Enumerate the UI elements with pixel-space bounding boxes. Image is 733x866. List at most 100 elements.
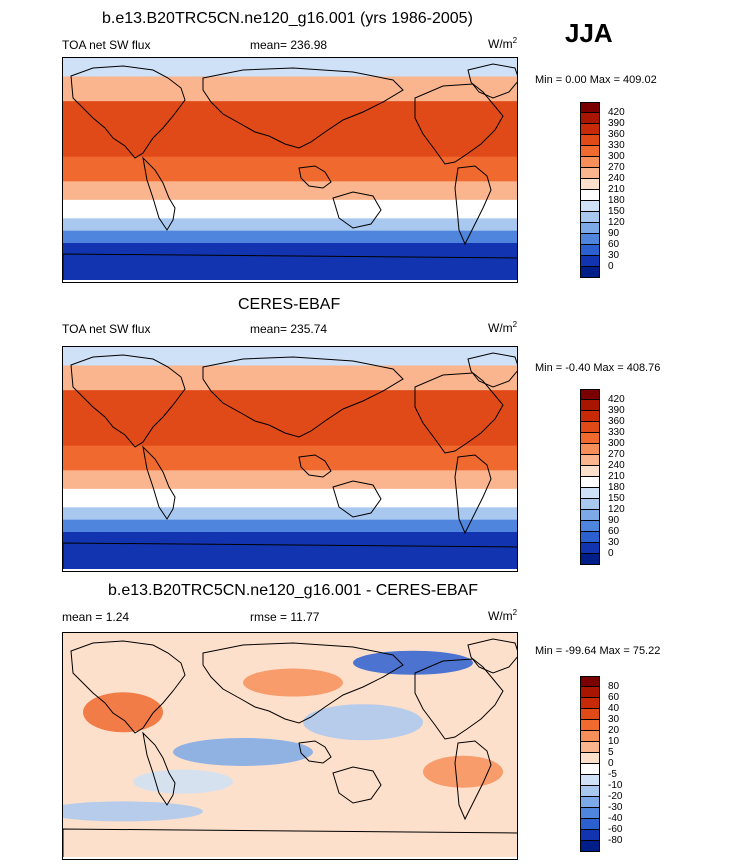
colorbar-swatch	[580, 764, 600, 775]
colorbar-tick-label: 330	[608, 427, 625, 438]
panel1-mean-label: mean= 236.98	[250, 38, 328, 52]
colorbar-swatch	[580, 499, 600, 510]
colorbar-tick-label: 210	[608, 184, 625, 195]
colorbar-tick-label: 240	[608, 460, 625, 471]
colorbar-tick-label: 30	[608, 537, 620, 548]
anomaly-patch	[133, 769, 233, 794]
colorbar-frame	[580, 102, 600, 278]
anomaly-patch	[423, 755, 503, 788]
anomaly-patch	[63, 801, 203, 822]
colorbar-tick-label: 180	[608, 195, 625, 206]
colorbar-tick-label: 5	[608, 747, 614, 758]
latitude-band	[63, 181, 517, 201]
latitude-band	[63, 507, 517, 521]
latitude-band	[63, 125, 517, 158]
panel3-title: b.e13.B20TRC5CN.ne120_g16.001 - CERES-EB…	[108, 582, 478, 599]
latitude-band	[63, 218, 517, 232]
colorbar-tick-label: 360	[608, 129, 625, 140]
coastline	[414, 372, 504, 454]
latitude-band	[63, 347, 517, 366]
coastline	[332, 191, 382, 229]
coastline	[142, 156, 176, 231]
latitude-band	[63, 199, 517, 219]
colorbar-tick-label: -60	[608, 824, 623, 835]
coastline	[467, 352, 517, 388]
coastline	[454, 165, 492, 246]
colorbar-tick-label: 0	[608, 548, 614, 559]
coastline	[202, 67, 404, 149]
panel2-colorbar	[580, 389, 600, 565]
coastline	[202, 642, 404, 724]
colorbar-tick-label: -40	[608, 813, 623, 824]
latitude-band	[63, 519, 517, 533]
colorbar-swatch	[580, 113, 600, 124]
latitude-band	[63, 532, 517, 569]
season-label: JJA	[565, 18, 613, 48]
coastline	[70, 354, 186, 448]
colorbar-swatch	[580, 422, 600, 433]
colorbar-swatch	[580, 389, 600, 400]
coastline	[332, 480, 382, 518]
colorbar-swatch	[580, 742, 600, 753]
colorbar-swatch	[580, 676, 600, 687]
colorbar-tick-label: -10	[608, 780, 623, 791]
colorbar-swatch	[580, 753, 600, 764]
colorbar-swatch	[580, 124, 600, 135]
colorbar-tick-label: 60	[608, 692, 620, 703]
anomaly-patch	[83, 692, 163, 733]
colorbar-swatch	[580, 146, 600, 157]
colorbar-swatch	[580, 433, 600, 444]
latitude-band	[63, 390, 517, 416]
colorbar-tick-label: 270	[608, 162, 625, 173]
latitude-band	[63, 488, 517, 508]
colorbar-swatch	[580, 245, 600, 256]
latitude-band	[63, 414, 517, 447]
coastline	[70, 640, 186, 734]
colorbar-swatch	[580, 466, 600, 477]
colorbar-tick-label: 60	[608, 526, 620, 537]
colorbar-swatch	[580, 234, 600, 245]
coastline	[454, 454, 492, 535]
colorbar-swatch	[580, 532, 600, 543]
colorbar-tick-label: 120	[608, 217, 625, 228]
colorbar-swatch	[580, 709, 600, 720]
colorbar-tick-label: 90	[608, 515, 620, 526]
colorbar-tick-label: 180	[608, 482, 625, 493]
colorbar-swatch	[580, 775, 600, 786]
anomaly-patch	[243, 668, 343, 697]
colorbar-swatch	[580, 510, 600, 521]
colorbar-swatch	[580, 543, 600, 554]
colorbar-swatch	[580, 212, 600, 223]
colorbar-swatch	[580, 223, 600, 234]
panel2-variable-label: TOA net SW flux	[62, 322, 151, 336]
colorbar-swatch	[580, 720, 600, 731]
colorbar-tick-label: 390	[608, 118, 625, 129]
coastline	[142, 731, 176, 806]
colorbar-tick-label: -20	[608, 791, 623, 802]
colorbar-swatch	[580, 168, 600, 179]
coastline	[63, 253, 517, 280]
coastline	[414, 658, 504, 740]
observed-flux-map	[62, 346, 518, 572]
colorbar-tick-label: 150	[608, 493, 625, 504]
panel2-units-label: W/m2	[488, 320, 518, 335]
colorbar-swatch	[580, 830, 600, 841]
latitude-band	[63, 156, 517, 182]
colorbar-swatch	[580, 488, 600, 499]
colorbar-swatch	[580, 698, 600, 709]
coastline	[202, 356, 404, 438]
coastline	[414, 83, 504, 165]
latitude-band	[63, 470, 517, 490]
main-title: b.e13.B20TRC5CN.ne120_g16.001 (yrs 1986-…	[102, 10, 473, 27]
colorbar-tick-label: -80	[608, 835, 623, 846]
coastline	[298, 454, 332, 478]
colorbar-tick-label: 240	[608, 173, 625, 184]
colorbar-tick-label: 120	[608, 504, 625, 515]
colorbar-tick-label: 390	[608, 405, 625, 416]
panel3-minmax: Min = -99.64 Max = 75.22	[535, 645, 661, 657]
colorbar-tick-label: -5	[608, 769, 617, 780]
colorbar-swatch	[580, 797, 600, 808]
colorbar-swatch	[580, 157, 600, 168]
coastline	[467, 63, 517, 99]
colorbar-tick-label: 80	[608, 681, 620, 692]
